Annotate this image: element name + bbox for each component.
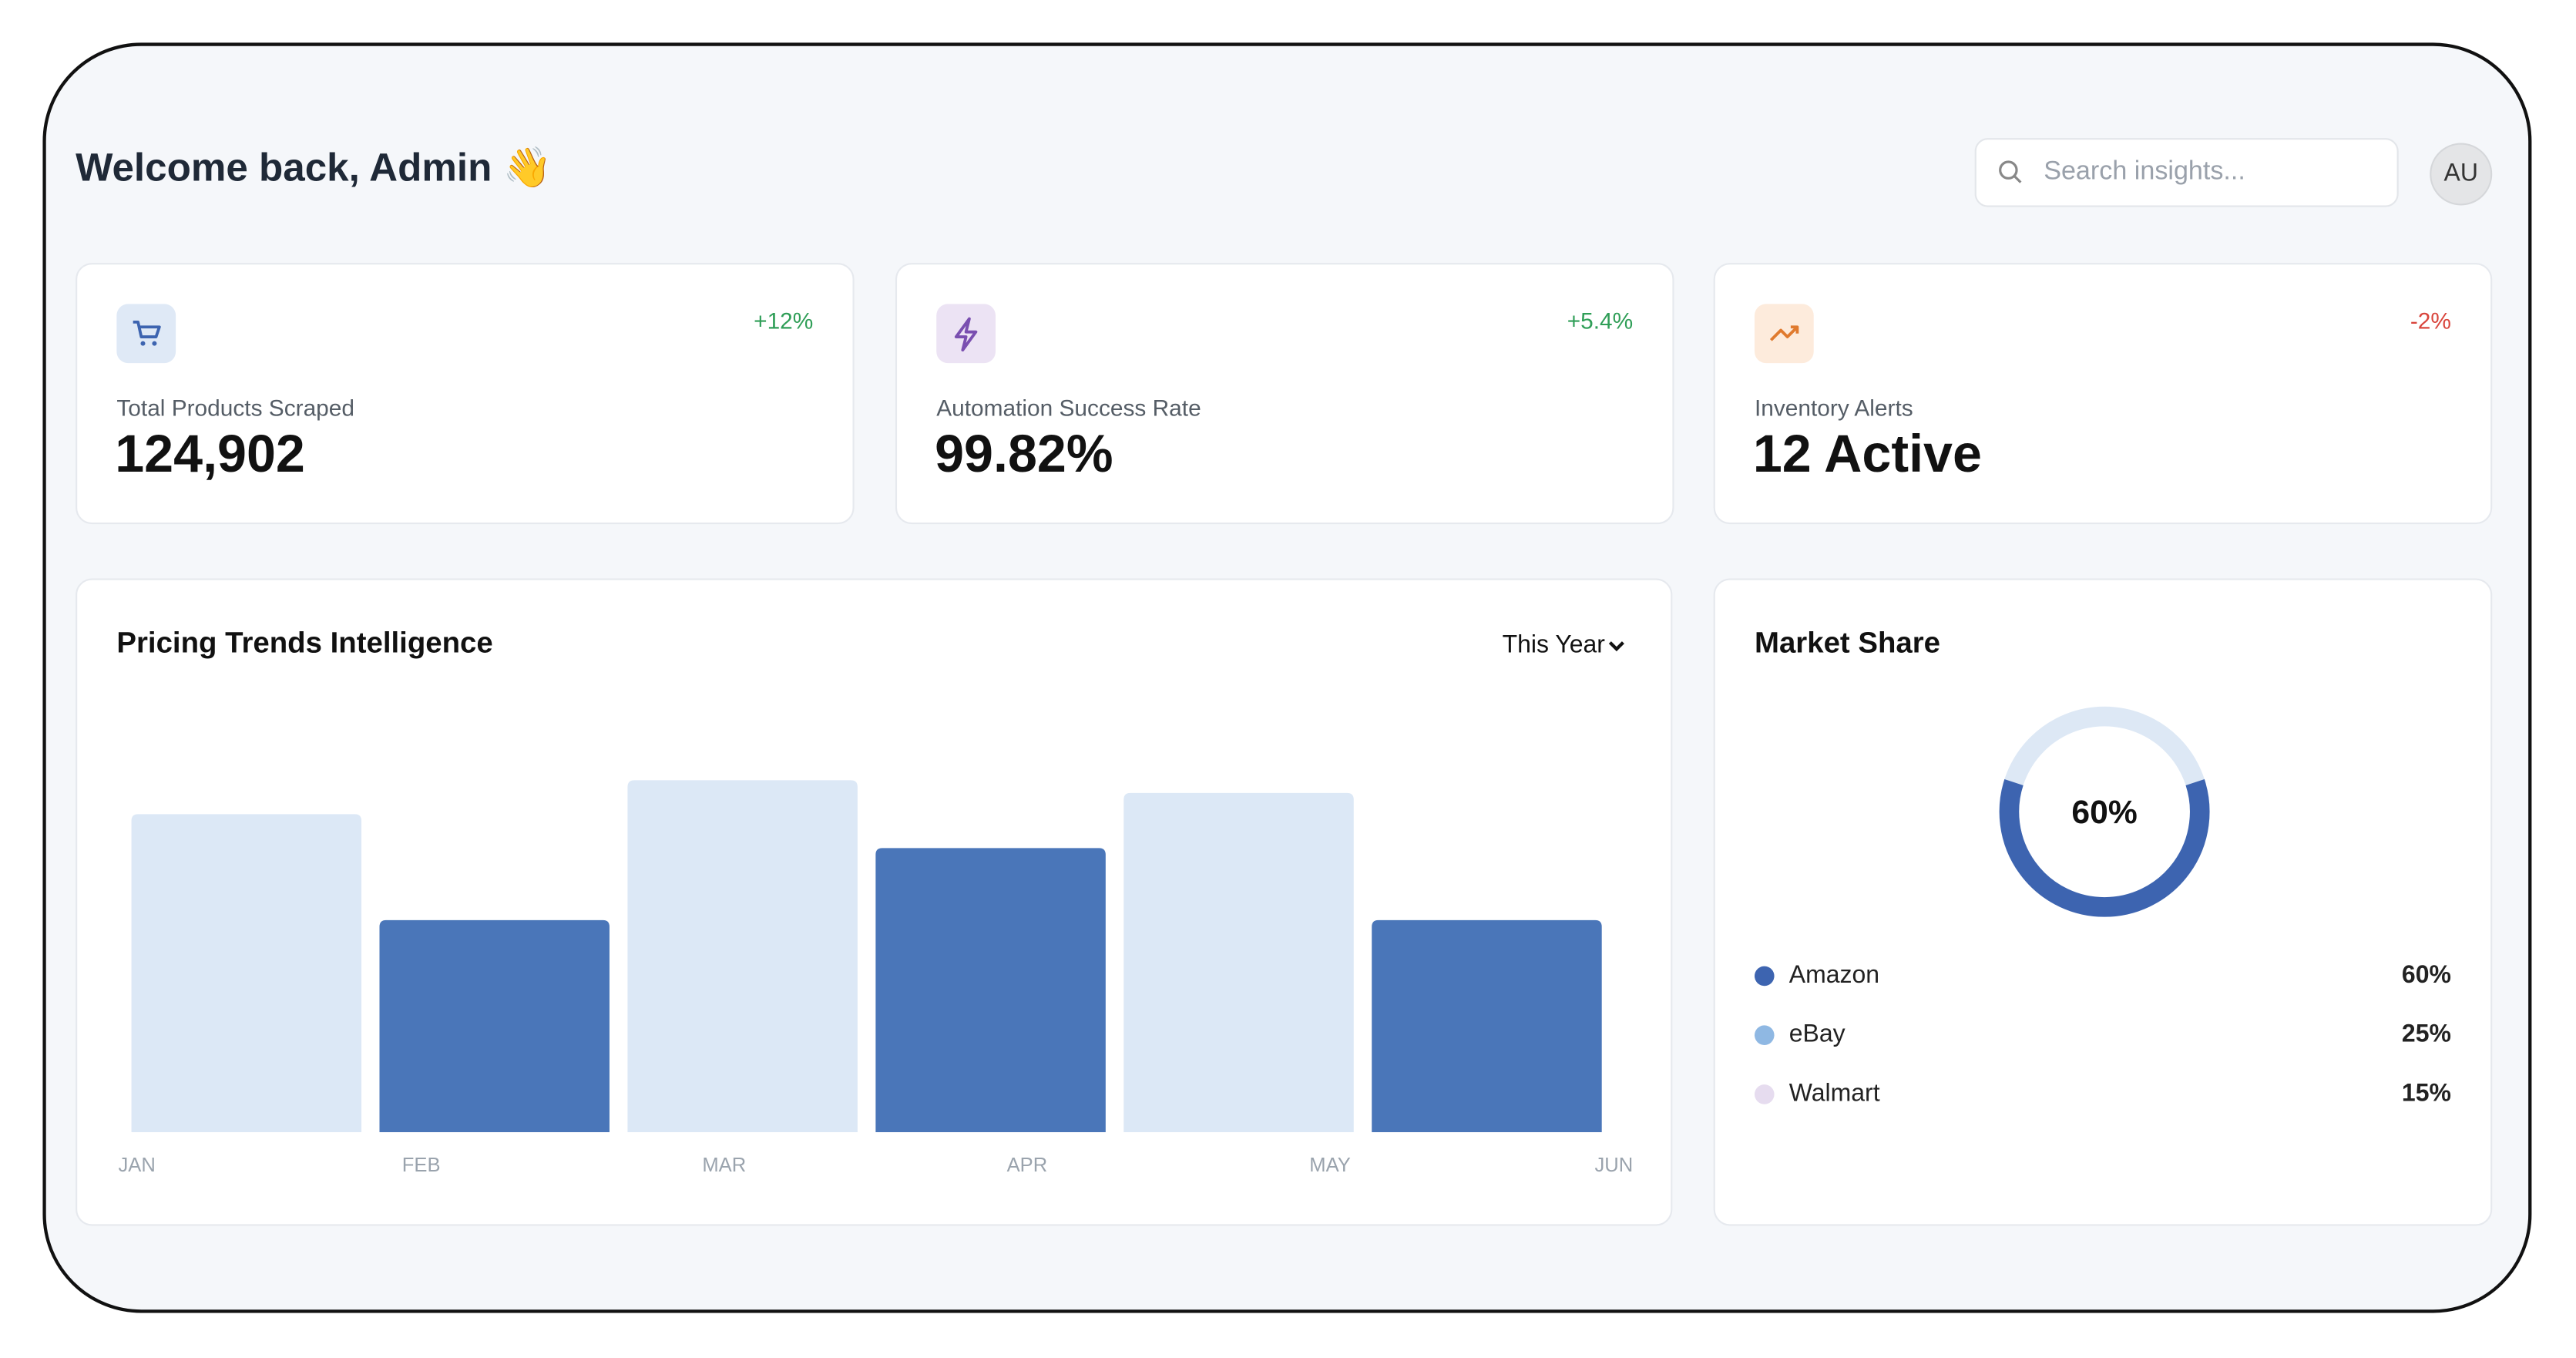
chart-title: Pricing Trends Intelligence (116, 626, 493, 659)
period-select[interactable]: This Year (1502, 630, 1605, 659)
stat-card: +12% Total Products Scraped 124,902 (76, 263, 855, 525)
stat-value: 12 Active (1752, 424, 1982, 483)
donut-center-label: 60% (2071, 794, 2137, 831)
bar (131, 814, 362, 1132)
stat-value: 124,902 (115, 424, 305, 483)
avatar[interactable]: AU (2430, 143, 2493, 206)
bar (627, 780, 858, 1132)
x-tick-label: FEB (402, 1155, 441, 1176)
legend-row: Amazon 60% (1754, 960, 2451, 993)
chart-card: Market Share 60% Amazon 60% eBay 25% Walmart… (1713, 578, 2493, 1226)
legend-row: eBay 25% (1754, 1019, 2451, 1052)
bar-chart: JAN FEB MAR APR MAY JUN (119, 780, 1633, 1176)
legend-value: 60% (2401, 961, 2451, 990)
search-placeholder: Search insights... (2044, 157, 2245, 186)
stat-card: -2% Inventory Alerts 12 Active (1713, 263, 2493, 525)
stat-card: +5.4% Automation Success Rate 99.82% (895, 263, 1674, 525)
stat-value: 99.82% (935, 424, 1113, 483)
stat-change: +5.4% (1567, 307, 1634, 334)
bar (875, 848, 1106, 1132)
x-tick-label: APR (1007, 1155, 1048, 1176)
stat-icon (116, 304, 176, 364)
donut-arc (1999, 779, 2210, 917)
stat-icon (936, 304, 996, 364)
legend-swatch (1754, 1084, 1775, 1104)
stat-change: -2% (2410, 307, 2451, 334)
x-tick-label: JAN (119, 1155, 156, 1176)
legend-value: 25% (2401, 1020, 2451, 1049)
bar (1123, 792, 1354, 1132)
donut-chart: 60% (1999, 706, 2210, 917)
x-tick-label: MAY (1309, 1155, 1351, 1176)
x-tick-label: MAR (702, 1155, 746, 1176)
x-tick-label: JUN (1594, 1155, 1633, 1176)
chevron (1608, 641, 1624, 652)
legend-value: 15% (2401, 1079, 2451, 1108)
legend-swatch (1754, 966, 1775, 987)
bar (1372, 919, 1602, 1132)
legend-label: eBay (1788, 1020, 1846, 1049)
legend-swatch (1754, 1025, 1775, 1045)
chart-title: Market Share (1754, 626, 1941, 659)
legend-label: Walmart (1788, 1079, 1880, 1108)
stat-label: Total Products Scraped (116, 394, 354, 421)
stat-icon (1754, 304, 1814, 364)
stat-label: Inventory Alerts (1754, 394, 1913, 421)
bar (379, 919, 610, 1132)
legend-row: Walmart 15% (1754, 1078, 2451, 1111)
search-icon (1999, 160, 2022, 183)
search-box[interactable]: Search insights... (1974, 138, 2399, 207)
greeting: Welcome back, Admin 👋 (76, 146, 552, 191)
stat-label: Automation Success Rate (936, 394, 1201, 421)
stat-change: +12% (754, 307, 814, 334)
chart-card: Pricing Trends Intelligence This Year JA… (76, 578, 1673, 1226)
legend-label: Amazon (1788, 961, 1880, 990)
